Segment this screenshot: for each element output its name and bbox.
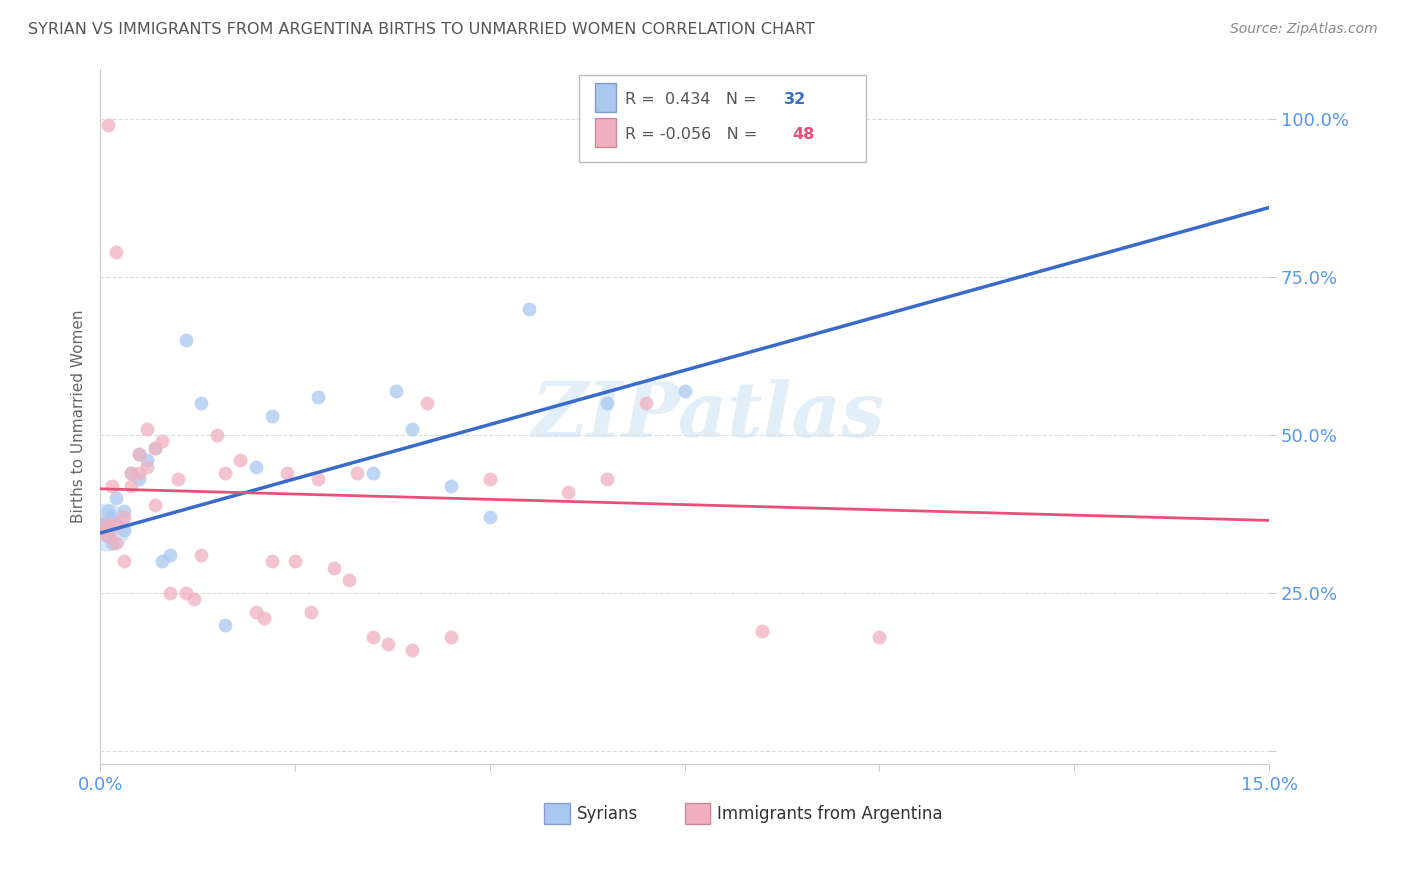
- Point: [361, 630, 384, 644]
- Point: [401, 422, 423, 436]
- Point: [104, 516, 127, 531]
- Text: Source: ZipAtlas.com: Source: ZipAtlas.com: [1230, 22, 1378, 37]
- Point: [135, 459, 157, 474]
- Point: [478, 472, 501, 486]
- Point: [128, 447, 150, 461]
- Point: [517, 301, 540, 316]
- Point: [183, 592, 205, 607]
- Point: [214, 466, 236, 480]
- Point: [416, 396, 439, 410]
- Point: [143, 441, 166, 455]
- Point: [339, 574, 361, 588]
- Point: [152, 554, 174, 568]
- Text: R = -0.056   N =: R = -0.056 N =: [624, 127, 762, 142]
- Point: [385, 384, 408, 398]
- Text: R =  0.434   N =: R = 0.434 N =: [624, 92, 762, 107]
- Point: [101, 510, 124, 524]
- Point: [159, 548, 181, 562]
- Text: 32: 32: [785, 92, 806, 107]
- Point: [128, 447, 150, 461]
- Point: [135, 422, 157, 436]
- Point: [673, 384, 696, 398]
- Bar: [595, 83, 616, 112]
- Point: [361, 466, 384, 480]
- Point: [276, 466, 298, 480]
- Text: ZIPatlas: ZIPatlas: [531, 379, 884, 453]
- Point: [120, 478, 142, 492]
- Point: [190, 548, 212, 562]
- Point: [322, 561, 344, 575]
- Point: [104, 535, 127, 549]
- Point: [401, 643, 423, 657]
- Point: [97, 516, 120, 531]
- Point: [112, 510, 135, 524]
- Point: [174, 586, 197, 600]
- Bar: [544, 804, 569, 824]
- Point: [174, 333, 197, 347]
- Point: [96, 523, 118, 537]
- Point: [97, 529, 120, 543]
- Point: [93, 523, 115, 537]
- Point: [751, 624, 773, 638]
- Point: [167, 472, 190, 486]
- Point: [152, 434, 174, 449]
- Point: [128, 472, 150, 486]
- Point: [595, 396, 617, 410]
- Point: [120, 466, 142, 480]
- Point: [595, 472, 617, 486]
- Point: [159, 586, 181, 600]
- Point: [229, 453, 252, 467]
- Point: [101, 478, 124, 492]
- Point: [307, 390, 329, 404]
- Point: [112, 554, 135, 568]
- Point: [634, 396, 657, 410]
- Point: [245, 459, 267, 474]
- Bar: [595, 118, 616, 147]
- Point: [440, 478, 463, 492]
- Text: 48: 48: [792, 127, 814, 142]
- Point: [104, 491, 127, 506]
- Point: [478, 510, 501, 524]
- Point: [260, 409, 283, 424]
- Point: [245, 605, 267, 619]
- Y-axis label: Births to Unmarried Women: Births to Unmarried Women: [72, 310, 86, 523]
- Point: [97, 504, 120, 518]
- Point: [284, 554, 307, 568]
- Point: [97, 119, 120, 133]
- Point: [104, 516, 127, 531]
- Point: [112, 504, 135, 518]
- Point: [101, 535, 124, 549]
- Point: [128, 466, 150, 480]
- Point: [253, 611, 276, 625]
- FancyBboxPatch shape: [579, 76, 866, 162]
- Point: [557, 485, 579, 500]
- Point: [377, 637, 399, 651]
- Point: [97, 529, 120, 543]
- Point: [135, 453, 157, 467]
- Point: [830, 119, 852, 133]
- Text: Syrians: Syrians: [576, 805, 638, 822]
- Point: [143, 498, 166, 512]
- Point: [260, 554, 283, 568]
- Text: Immigrants from Argentina: Immigrants from Argentina: [717, 805, 943, 822]
- Point: [143, 441, 166, 455]
- Point: [104, 244, 127, 259]
- Point: [214, 617, 236, 632]
- Point: [868, 630, 890, 644]
- Point: [440, 630, 463, 644]
- Point: [205, 428, 228, 442]
- Point: [93, 516, 115, 531]
- Bar: [685, 804, 710, 824]
- Point: [112, 523, 135, 537]
- Point: [120, 466, 142, 480]
- Point: [307, 472, 329, 486]
- Point: [96, 519, 118, 533]
- Point: [96, 519, 118, 533]
- Text: SYRIAN VS IMMIGRANTS FROM ARGENTINA BIRTHS TO UNMARRIED WOMEN CORRELATION CHART: SYRIAN VS IMMIGRANTS FROM ARGENTINA BIRT…: [28, 22, 815, 37]
- Point: [190, 396, 212, 410]
- Point: [346, 466, 368, 480]
- Point: [299, 605, 322, 619]
